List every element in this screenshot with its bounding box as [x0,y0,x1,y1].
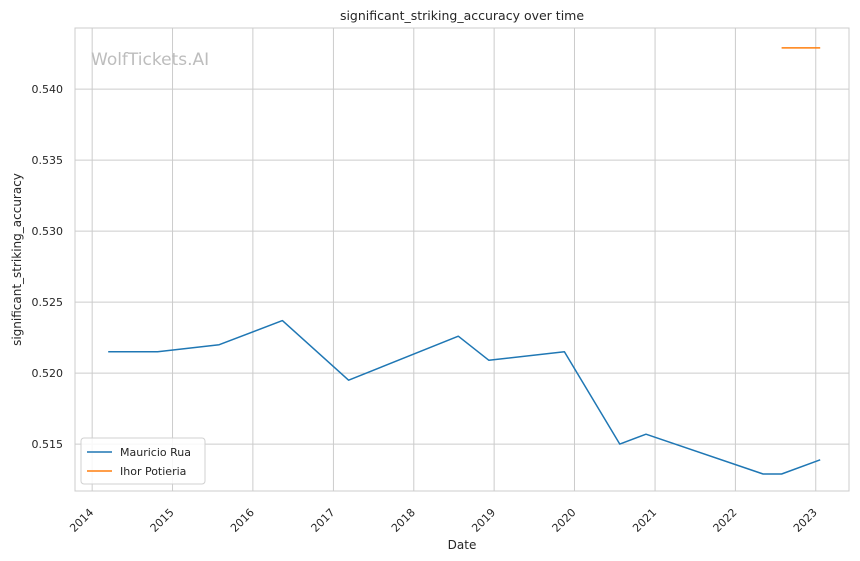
legend-label-ihor-potieria: Ihor Potieria [120,465,186,478]
x-tick-label: 2019 [469,506,498,535]
y-tick-label: 0.530 [32,225,64,238]
x-tick-label: 2015 [148,506,177,535]
plot-area [74,27,850,492]
y-tick-label: 0.535 [32,154,64,167]
x-tick-label: 2022 [711,506,740,535]
x-tick-label: 2014 [67,506,96,535]
x-tick-label: 2020 [550,506,579,535]
legend-label-mauricio-rua: Mauricio Rua [120,446,191,459]
series-line-mauricio-rua [108,319,821,475]
y-axis-label: significant_striking_accuracy [10,173,24,346]
y-tick-label: 0.515 [32,438,64,451]
series-lines [108,47,821,475]
legend: Mauricio Rua Ihor Potieria [80,437,206,485]
watermark-text: WolfTickets.AI [91,50,209,70]
x-tick-label: 2018 [389,506,418,535]
legend-box [80,437,206,485]
y-tick-label: 0.525 [32,296,64,309]
y-tick-label: 0.540 [32,83,64,96]
grid [75,28,849,491]
x-tick-label: 2021 [630,506,659,535]
y-tick-label: 0.520 [32,367,64,380]
x-tick-label: 2017 [309,506,338,535]
x-tick-label: 2016 [228,506,257,535]
chart-title: significant_striking_accuracy over time [340,8,584,23]
x-tick-label: 2023 [791,506,820,535]
x-axis-label: Date [448,538,477,552]
